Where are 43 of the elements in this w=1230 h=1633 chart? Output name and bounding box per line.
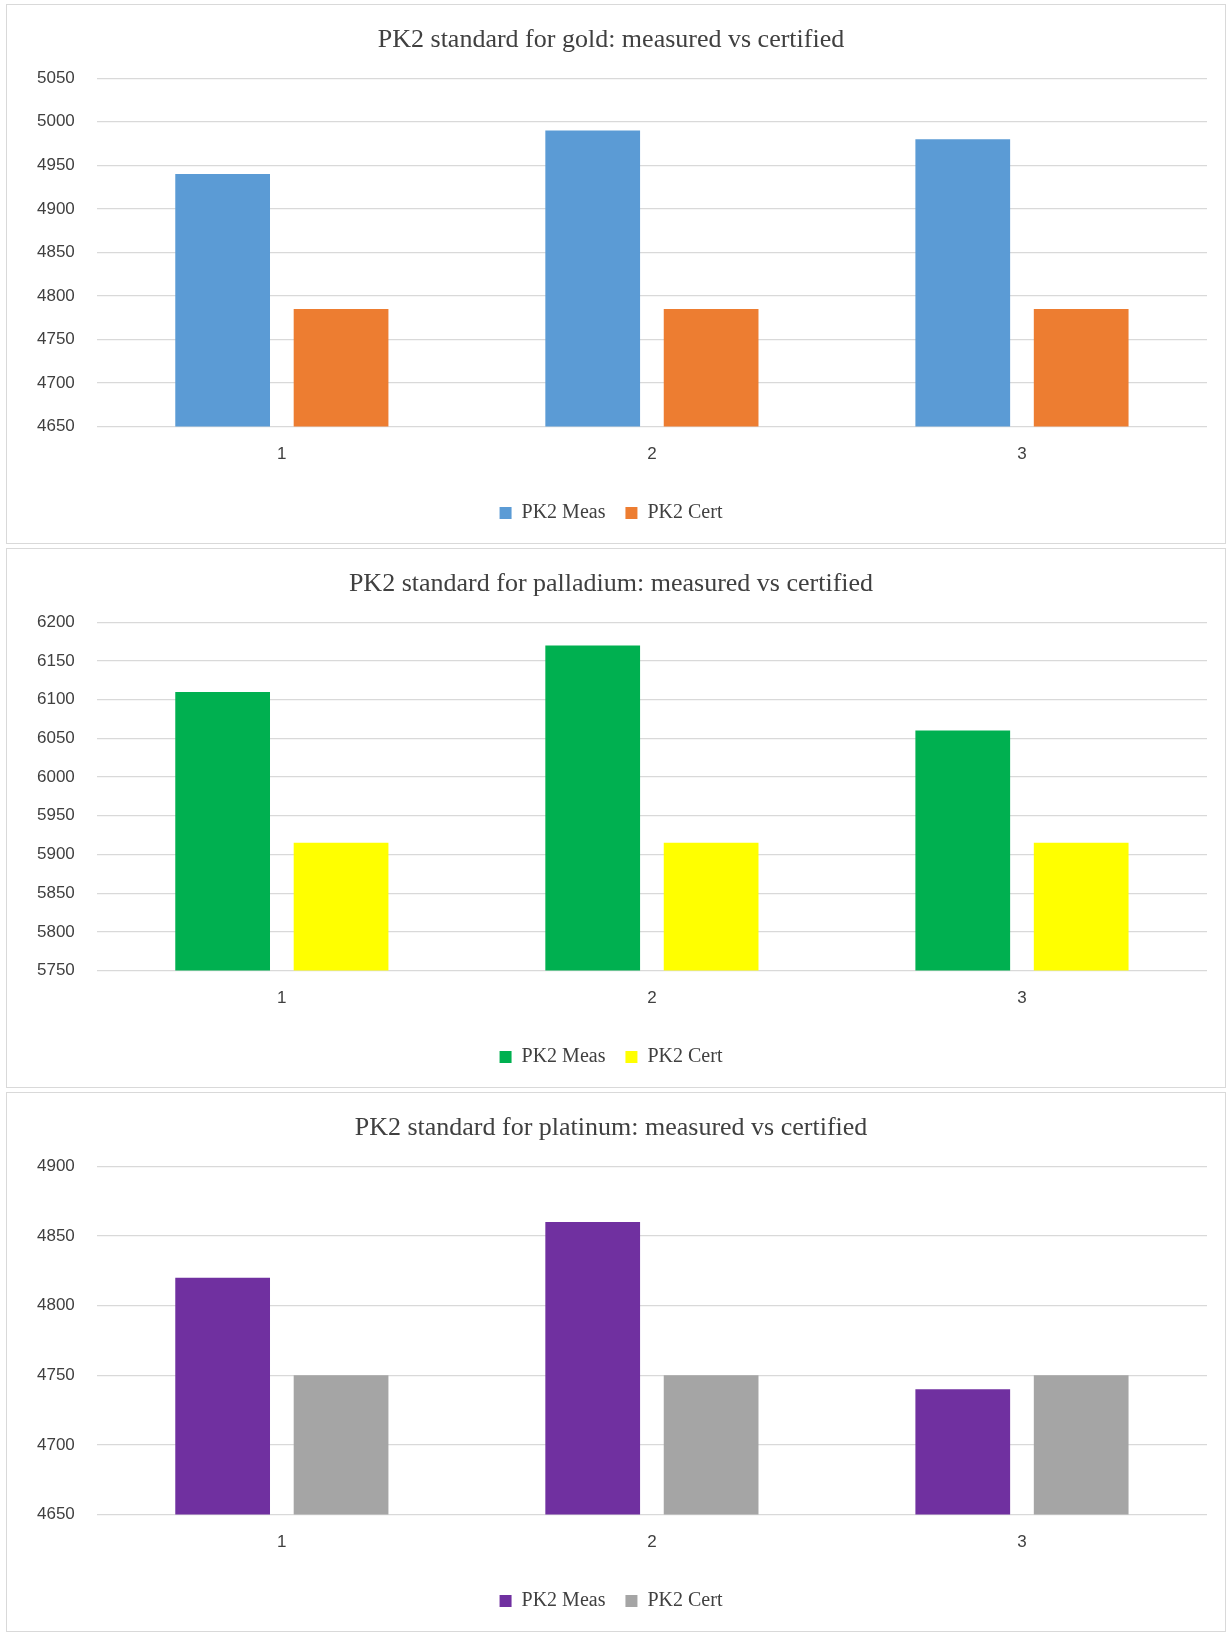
y-tick-label: 4650 bbox=[36, 1504, 75, 1524]
x-tick-label: 3 bbox=[1017, 1532, 1027, 1552]
y-tick-label: 4850 bbox=[36, 1225, 75, 1245]
y-tick-label: 4900 bbox=[36, 198, 75, 218]
chart-title: PK2 standard for platinum: measured vs certified bbox=[354, 1112, 868, 1142]
x-tick-label: 1 bbox=[277, 1532, 287, 1552]
y-tick-label: 6200 bbox=[36, 611, 75, 631]
y-tick-label: 4700 bbox=[36, 1434, 75, 1454]
x-tick-label: 2 bbox=[647, 444, 657, 464]
legend-label: PK2 Cert bbox=[647, 1044, 723, 1067]
y-tick-label: 4750 bbox=[36, 1364, 75, 1384]
x-tick-label: 2 bbox=[647, 1532, 657, 1552]
x-tick-label: 2 bbox=[647, 988, 657, 1008]
y-tick-label: 5850 bbox=[36, 882, 75, 902]
chart-title: PK2 standard for palladium: measured vs certified bbox=[348, 568, 874, 598]
y-tick-label: 6150 bbox=[36, 650, 75, 670]
y-tick-label: 4750 bbox=[36, 329, 75, 349]
y-tick-label: 6000 bbox=[36, 766, 75, 786]
y-tick-label: 4650 bbox=[36, 416, 75, 436]
y-tick-label: 4800 bbox=[36, 285, 75, 305]
x-tick-label: 1 bbox=[277, 988, 287, 1008]
x-tick-label: 3 bbox=[1017, 444, 1027, 464]
legend-label: PK2 Meas bbox=[521, 1044, 606, 1067]
legend-label: PK2 Meas bbox=[521, 500, 606, 523]
y-tick-label: 5950 bbox=[36, 805, 75, 825]
x-tick-label: 3 bbox=[1017, 988, 1027, 1008]
y-tick-label: 5750 bbox=[36, 960, 75, 980]
y-tick-label: 4850 bbox=[36, 242, 75, 262]
legend-label: PK2 Meas bbox=[521, 1588, 606, 1611]
y-tick-label: 6050 bbox=[36, 728, 75, 748]
y-tick-label: 5800 bbox=[36, 921, 75, 941]
x-tick-label: 1 bbox=[277, 444, 287, 464]
y-tick-label: 5000 bbox=[36, 111, 75, 131]
y-tick-label: 4950 bbox=[36, 154, 75, 174]
chart-title: PK2 standard for gold: measured vs certified bbox=[377, 24, 845, 54]
y-tick-label: 4700 bbox=[36, 372, 75, 392]
legend-label: PK2 Cert bbox=[647, 500, 723, 523]
y-tick-label: 4800 bbox=[36, 1295, 75, 1315]
legend-label: PK2 Cert bbox=[647, 1588, 723, 1611]
y-tick-label: 5900 bbox=[36, 844, 75, 864]
y-tick-label: 5050 bbox=[36, 67, 75, 87]
y-tick-label: 4900 bbox=[36, 1155, 75, 1175]
y-tick-label: 6100 bbox=[36, 689, 75, 709]
